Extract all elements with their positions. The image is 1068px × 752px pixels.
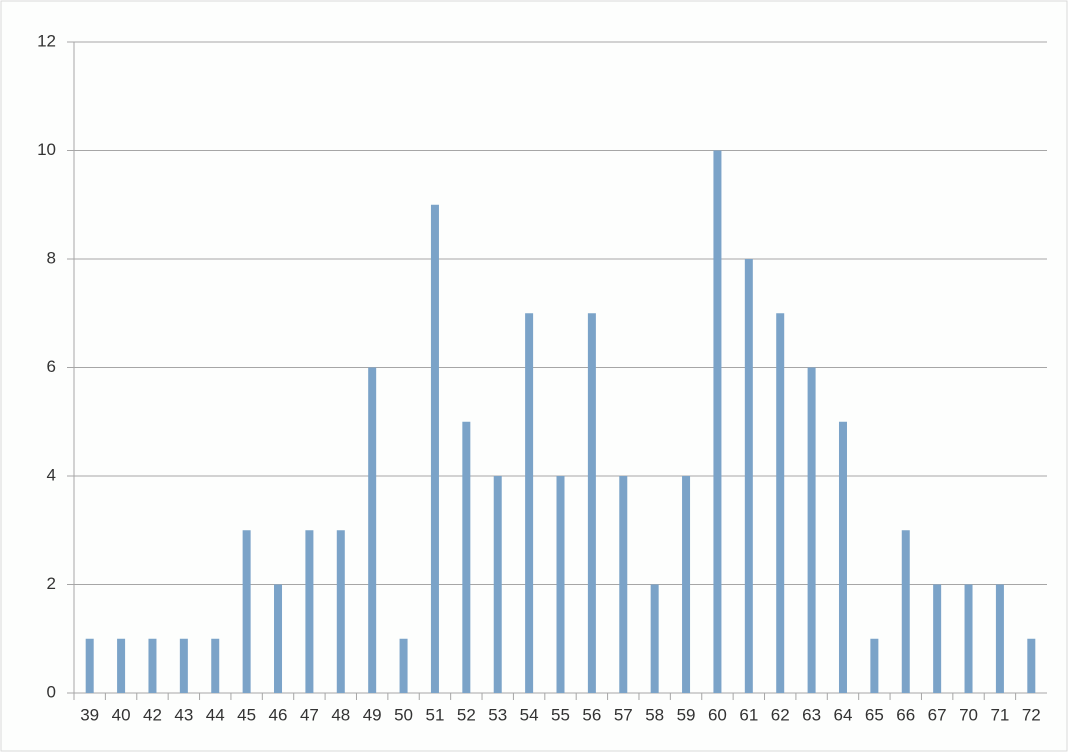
x-tick-label: 44 [206, 705, 225, 724]
bar [211, 638, 220, 693]
bar [807, 367, 816, 693]
bar [117, 638, 126, 693]
x-tick-label: 61 [739, 705, 758, 724]
bar [901, 530, 910, 693]
bar [274, 584, 283, 693]
bar [430, 204, 439, 693]
x-tick-label: 53 [488, 705, 507, 724]
y-tick-label: 2 [47, 574, 56, 593]
x-tick-label: 43 [174, 705, 193, 724]
bar [964, 584, 973, 693]
bar [462, 421, 471, 693]
x-tick-label: 60 [708, 705, 727, 724]
x-tick-label: 49 [363, 705, 382, 724]
x-tick-label: 72 [1022, 705, 1041, 724]
x-tick-label: 51 [425, 705, 444, 724]
bar [650, 584, 659, 693]
bar [336, 530, 345, 693]
bar [933, 584, 942, 693]
x-tick-label: 64 [834, 705, 853, 724]
bar [682, 476, 691, 693]
bar [619, 476, 628, 693]
x-tick-label: 45 [237, 705, 256, 724]
bar [995, 584, 1004, 693]
x-tick-label: 65 [865, 705, 884, 724]
x-tick-label: 42 [143, 705, 162, 724]
x-tick-label: 57 [614, 705, 633, 724]
bar [870, 638, 879, 693]
x-tick-label: 48 [331, 705, 350, 724]
bar [744, 259, 753, 693]
y-tick-label: 0 [47, 682, 56, 701]
x-tick-label: 54 [520, 705, 539, 724]
bar [1027, 638, 1036, 693]
x-tick-label: 70 [959, 705, 978, 724]
x-tick-label: 40 [112, 705, 131, 724]
y-tick-label: 10 [37, 140, 56, 159]
bar [368, 367, 377, 693]
y-tick-label: 8 [47, 248, 56, 267]
bar [556, 476, 565, 693]
x-tick-label: 47 [300, 705, 319, 724]
bar [305, 530, 314, 693]
x-tick-label: 67 [928, 705, 947, 724]
x-tick-label: 63 [802, 705, 821, 724]
bar [587, 313, 596, 693]
bar [242, 530, 251, 693]
bar [148, 638, 157, 693]
bar [493, 476, 502, 693]
bar [525, 313, 534, 693]
x-tick-label: 52 [457, 705, 476, 724]
x-tick-label: 62 [771, 705, 790, 724]
bar [85, 638, 94, 693]
x-tick-label: 46 [269, 705, 288, 724]
x-tick-label: 56 [582, 705, 601, 724]
y-tick-label: 4 [47, 465, 56, 484]
bar [776, 313, 785, 693]
x-tick-label: 71 [990, 705, 1009, 724]
bar [713, 150, 722, 693]
bar [399, 638, 408, 693]
x-tick-label: 58 [645, 705, 664, 724]
bar [838, 421, 847, 693]
y-tick-label: 12 [37, 31, 56, 50]
bar [179, 638, 188, 693]
x-tick-label: 39 [80, 705, 99, 724]
y-tick-label: 6 [47, 357, 56, 376]
x-tick-label: 59 [677, 705, 696, 724]
x-tick-label: 55 [551, 705, 570, 724]
x-tick-label: 66 [896, 705, 915, 724]
x-tick-label: 50 [394, 705, 413, 724]
